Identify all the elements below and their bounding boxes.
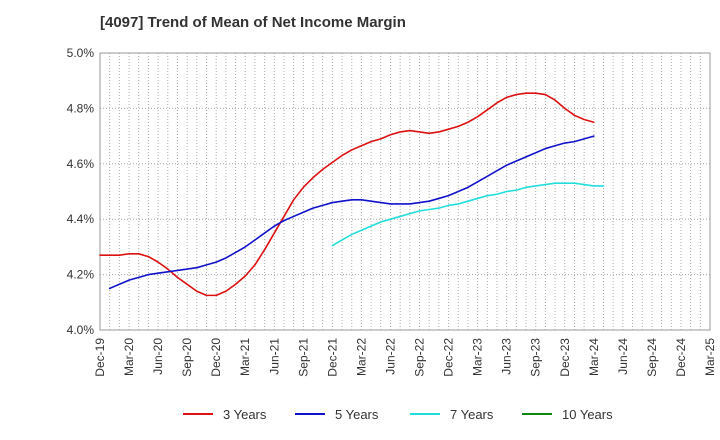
x-tick-label: Mar-25 — [703, 338, 717, 376]
x-tick-label: Sep-20 — [180, 338, 194, 377]
x-tick-label: Jun-20 — [151, 338, 165, 375]
x-tick-label: Sep-23 — [529, 338, 543, 377]
series-line-5-years — [108, 135, 595, 290]
y-tick-label: 4.4% — [67, 212, 95, 226]
grid — [100, 53, 710, 330]
y-axis: 4.0% 4.2% 4.4% 4.6% 4.8% 5.0% — [67, 46, 95, 337]
x-tick-label: Jun-22 — [383, 338, 397, 375]
x-tick-label: Sep-21 — [296, 338, 310, 377]
y-tick-label: 4.2% — [67, 268, 95, 282]
x-tick-label: Jun-21 — [267, 338, 281, 375]
legend-label: 5 Years — [335, 407, 379, 422]
y-tick-label: 4.6% — [67, 157, 95, 171]
x-tick-label: Mar-22 — [354, 338, 368, 376]
x-tick-label: Dec-19 — [93, 338, 107, 377]
legend-label: 10 Years — [562, 407, 613, 422]
x-tick-label: Mar-24 — [587, 338, 601, 376]
legend-label: 3 Years — [223, 407, 267, 422]
x-tick-label: Jun-24 — [616, 338, 630, 375]
legend-label: 7 Years — [450, 407, 494, 422]
x-tick-label: Sep-24 — [645, 338, 659, 377]
x-tick-label: Jun-23 — [500, 338, 514, 375]
series-line-7-years — [331, 182, 605, 247]
x-tick-label: Dec-23 — [558, 338, 572, 377]
x-tick-label: Dec-24 — [674, 338, 688, 377]
series-lines — [99, 92, 605, 297]
chart-title: [4097] Trend of Mean of Net Income Margi… — [100, 14, 406, 31]
legend: 3 Years 5 Years 7 Years 10 Years — [183, 407, 613, 422]
x-tick-label: Dec-21 — [325, 338, 339, 377]
plot-area-frame — [99, 52, 711, 331]
y-tick-label: 4.0% — [67, 323, 95, 337]
x-tick-label: Dec-22 — [442, 338, 456, 377]
x-tick-label: Sep-22 — [413, 338, 427, 377]
y-tick-label: 5.0% — [67, 46, 95, 60]
x-tick-label: Mar-20 — [122, 338, 136, 376]
x-tick-label: Mar-23 — [471, 338, 485, 376]
x-axis: Dec-19 Mar-20 Jun-20 Sep-20 Dec-20 Mar-21 Jun-… — [93, 338, 717, 377]
x-tick-label: Dec-20 — [209, 338, 223, 377]
y-tick-label: 4.8% — [67, 101, 95, 115]
series-line-3-years — [99, 92, 595, 297]
x-tick-label: Mar-21 — [238, 338, 252, 376]
